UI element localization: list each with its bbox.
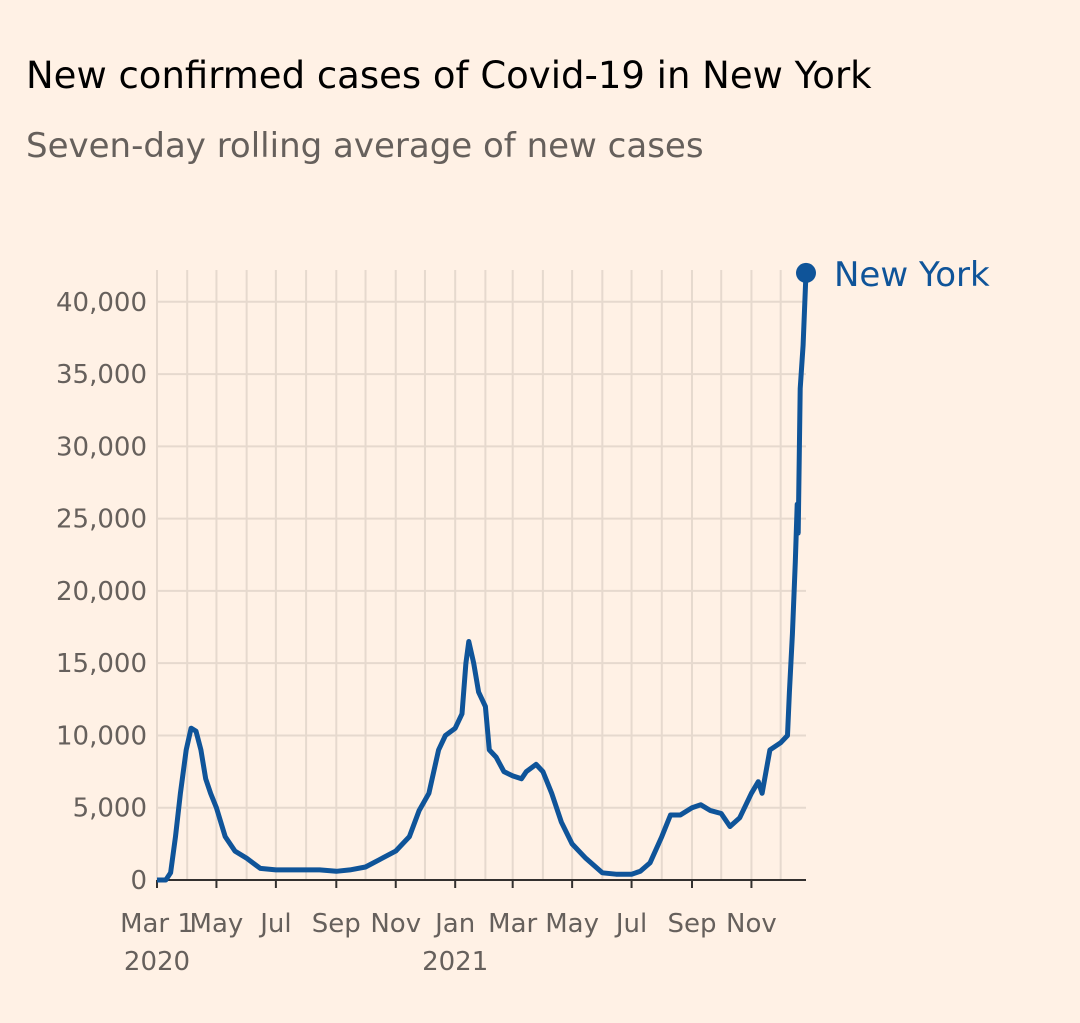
y-tick-label: 0	[130, 866, 147, 896]
y-tick-label: 5,000	[73, 794, 147, 824]
x-tick-label: Jan	[433, 909, 475, 939]
y-tick-label: 35,000	[56, 360, 147, 390]
y-tick-label: 10,000	[56, 721, 147, 751]
series-line	[157, 272, 809, 883]
x-tick-label: Nov	[726, 909, 777, 939]
x-tick-label: Jul	[258, 909, 291, 939]
chart-title: New confirmed cases of Covid-19 in New Y…	[26, 54, 872, 97]
x-tick-label: May	[190, 909, 244, 939]
x-tick-year: 2020	[124, 947, 190, 977]
x-tick-label: Sep	[667, 909, 716, 939]
x-tick-label: Mar 1	[120, 909, 194, 939]
x-tick-year: 2021	[422, 947, 488, 977]
y-tick-label: 25,000	[56, 505, 147, 535]
y-tick-label: 30,000	[56, 432, 147, 462]
end-marker	[796, 262, 816, 283]
y-tick-label: 40,000	[56, 288, 147, 318]
chart-subtitle: Seven-day rolling average of new cases	[26, 126, 704, 166]
y-tick-label: 15,000	[56, 649, 147, 679]
y-tick-label: 20,000	[56, 577, 147, 607]
x-tick-label: Sep	[312, 909, 361, 939]
x-tick-label: Mar	[488, 909, 537, 939]
x-tick-label: May	[545, 909, 599, 939]
series-label: New York	[834, 255, 990, 295]
x-tick-label: Nov	[370, 909, 421, 939]
x-tick-label: Jul	[614, 909, 647, 939]
